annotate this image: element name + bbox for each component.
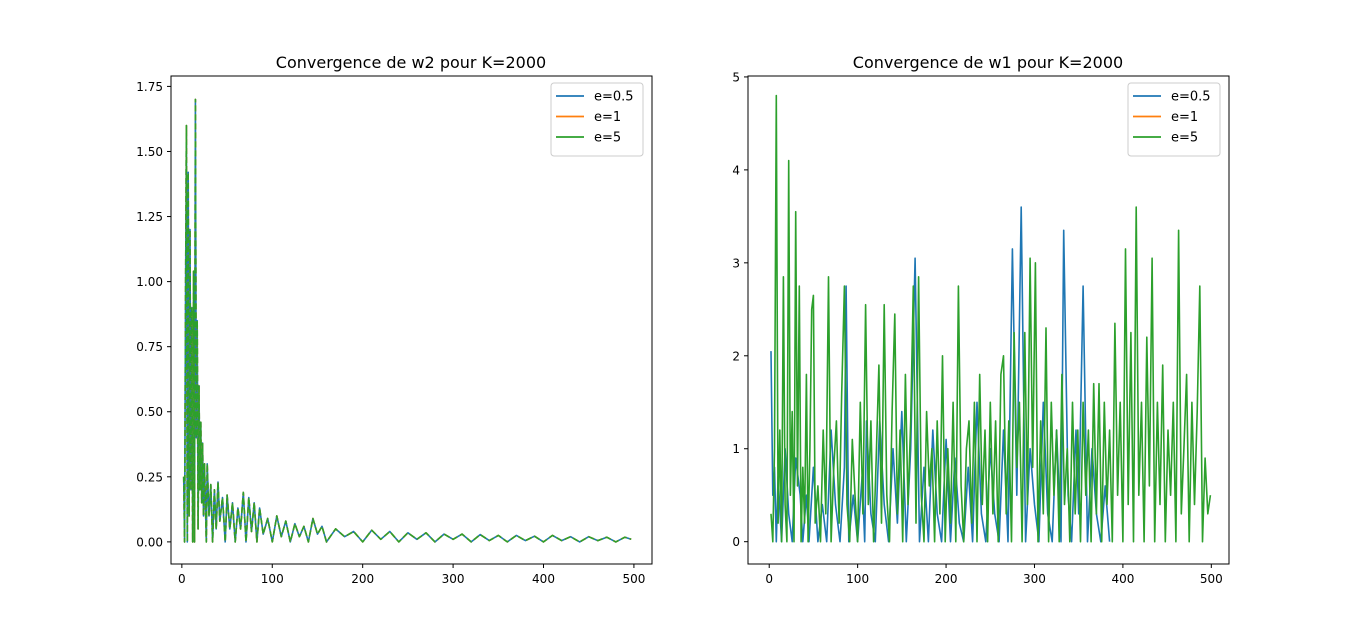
- y-tick-label: 1.00: [136, 275, 163, 289]
- y-tick-label: 1.75: [136, 80, 163, 94]
- x-tick-label: 100: [846, 572, 869, 586]
- x-tick-label: 200: [935, 572, 958, 586]
- series-line-e=0.5: [770, 206, 1111, 543]
- plot-frame: [747, 75, 1230, 565]
- chart-w1-legend: e=0.5 e=1 e=5: [1127, 82, 1221, 157]
- legend-label-e=5: e=5: [1171, 131, 1198, 146]
- legend-label-e=5: e=5: [594, 131, 621, 146]
- chart-w1-title: Convergence de w1 pour K=2000: [853, 53, 1123, 72]
- y-tick-label: 2: [732, 349, 740, 363]
- x-tick-label: 100: [261, 572, 284, 586]
- legend-label-e=0.5: e=0.5: [594, 90, 634, 105]
- x-tick-label: 500: [622, 572, 645, 586]
- y-tick-label: 0.00: [136, 535, 163, 549]
- y-tick-label: 0.75: [136, 340, 163, 354]
- x-tick-label: 400: [1111, 572, 1134, 586]
- x-tick-label: 300: [1023, 572, 1046, 586]
- chart-w2-title: Convergence de w2 pour K=2000: [276, 53, 546, 72]
- y-tick-label: 5: [732, 70, 740, 84]
- x-tick-label: 400: [532, 572, 555, 586]
- legend-label-e=1: e=1: [594, 110, 621, 125]
- chart-w2-lines: [182, 98, 632, 543]
- y-tick-label: 1.50: [136, 145, 163, 159]
- series-line-e=1: [182, 98, 632, 543]
- legend-label-e=0.5: e=0.5: [1171, 90, 1211, 105]
- x-tick-label: 0: [765, 572, 773, 586]
- series-line-e=0.5: [182, 98, 632, 543]
- plot-frame: [170, 75, 653, 565]
- chart-w2: Convergence de w2 pour K=2000 0 100 200 300…: [136, 53, 653, 586]
- series-line-e=5: [770, 94, 1212, 543]
- series-line-e=5: [182, 98, 632, 543]
- x-tick-label: 0: [178, 572, 186, 586]
- y-tick-label: 4: [732, 163, 740, 177]
- y-tick-label: 0: [732, 535, 740, 549]
- y-tick-label: 3: [732, 256, 740, 270]
- y-tick-label: 1: [732, 442, 740, 456]
- chart-w1-axes: 0 100 200 300 400 500 0 1 2 3 4 5: [732, 70, 1230, 586]
- x-tick-label: 200: [351, 572, 374, 586]
- x-tick-label: 300: [442, 572, 465, 586]
- x-tick-label: 500: [1200, 572, 1223, 586]
- chart-w1: Convergence de w1 pour K=2000 0 100 200 300…: [732, 53, 1230, 586]
- y-tick-label: 0.25: [136, 470, 163, 484]
- legend-label-e=1: e=1: [1171, 110, 1198, 125]
- chart-w2-legend: e=0.5 e=1 e=5: [550, 82, 644, 157]
- chart-w2-axes: 0 100 200 300 400 500 0.00 0.25 0.50 0.75 1.00 1.25…: [136, 75, 653, 586]
- y-tick-label: 1.25: [136, 210, 163, 224]
- y-tick-label: 0.50: [136, 405, 163, 419]
- chart-w1-lines: [770, 94, 1212, 543]
